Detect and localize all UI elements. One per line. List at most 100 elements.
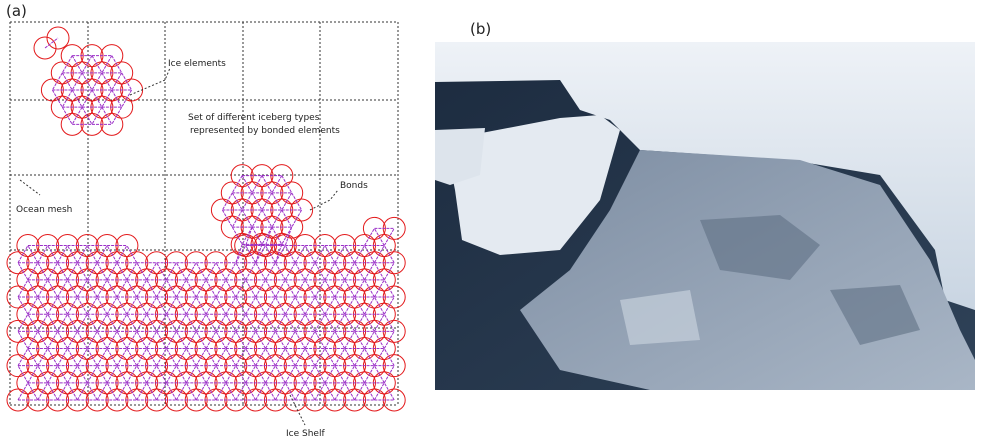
bond: [383, 296, 395, 315]
bond: [271, 175, 283, 194]
bond: [225, 348, 237, 366]
bond: [47, 365, 59, 384]
bond: [96, 279, 108, 298]
bond: [57, 296, 68, 315]
bond: [383, 382, 395, 401]
bond: [57, 262, 68, 281]
bond: [126, 245, 138, 263]
bond: [205, 313, 217, 332]
bond: [251, 226, 263, 245]
bond: [294, 262, 306, 281]
bond: [96, 296, 108, 315]
bond: [225, 296, 237, 315]
bond: [76, 331, 88, 349]
bond: [17, 262, 29, 281]
bond: [304, 245, 316, 263]
bond: [27, 382, 39, 401]
bond: [314, 262, 326, 281]
bond: [71, 72, 83, 91]
bond: [67, 365, 78, 384]
bond: [126, 279, 138, 298]
annotation: Bonds: [340, 181, 368, 191]
bond: [81, 106, 93, 125]
bond: [76, 262, 88, 281]
bond: [251, 175, 263, 194]
bond: [261, 209, 273, 228]
bond: [334, 365, 346, 384]
bond: [304, 348, 316, 366]
bond: [235, 313, 247, 332]
bond: [314, 296, 326, 315]
bond: [225, 262, 237, 281]
bond: [146, 279, 158, 298]
bond: [136, 348, 148, 366]
bond: [61, 55, 73, 74]
bond: [146, 348, 158, 366]
bond: [156, 313, 167, 332]
bond: [185, 313, 197, 332]
bond: [245, 279, 257, 298]
bond: [354, 348, 365, 366]
annotation: represented by bonded elements: [190, 126, 340, 136]
bond: [334, 296, 346, 315]
bond: [221, 192, 233, 211]
bond: [205, 262, 217, 281]
bond: [121, 89, 133, 108]
bond: [261, 192, 273, 211]
bond: [284, 262, 296, 281]
bond: [364, 365, 375, 384]
bond: [271, 209, 283, 228]
bond: [121, 72, 133, 91]
bond: [284, 226, 293, 246]
bond: [344, 348, 356, 366]
bond: [146, 331, 158, 349]
bond: [255, 313, 266, 332]
bond: [116, 348, 128, 366]
bond: [294, 348, 306, 366]
bond: [136, 313, 148, 332]
bond: [17, 296, 29, 315]
bond: [71, 106, 83, 125]
bond: [373, 313, 385, 332]
bond: [255, 279, 266, 298]
bond: [166, 382, 177, 401]
bond: [185, 382, 197, 401]
bond: [37, 296, 49, 315]
bond: [373, 296, 385, 315]
bond: [37, 348, 49, 366]
bond: [294, 313, 306, 332]
bond: [205, 382, 217, 401]
bond: [126, 296, 138, 315]
panel-label: (b): [470, 20, 491, 38]
bond: [245, 313, 257, 332]
annotation: Ice elements: [168, 59, 226, 69]
bond: [185, 296, 197, 315]
bond: [101, 89, 113, 108]
bond: [284, 382, 296, 401]
bond: [175, 279, 187, 298]
bond: [294, 245, 306, 263]
bond: [255, 296, 266, 315]
bond: [344, 296, 356, 315]
bond: [205, 331, 217, 349]
bond: [106, 262, 118, 281]
bond: [235, 279, 247, 298]
bond: [324, 245, 336, 263]
bond: [225, 331, 237, 349]
bond: [116, 279, 128, 298]
bond: [294, 365, 306, 384]
bond: [156, 279, 167, 298]
bond: [294, 331, 306, 349]
bond: [116, 331, 128, 349]
bond: [76, 279, 88, 298]
bond: [364, 331, 375, 349]
bond: [96, 245, 108, 263]
bond: [364, 279, 375, 298]
bond: [116, 296, 128, 315]
bond: [166, 313, 177, 332]
bond: [166, 331, 177, 349]
bond: [81, 72, 93, 91]
bond: [354, 296, 365, 315]
bond: [235, 348, 247, 366]
